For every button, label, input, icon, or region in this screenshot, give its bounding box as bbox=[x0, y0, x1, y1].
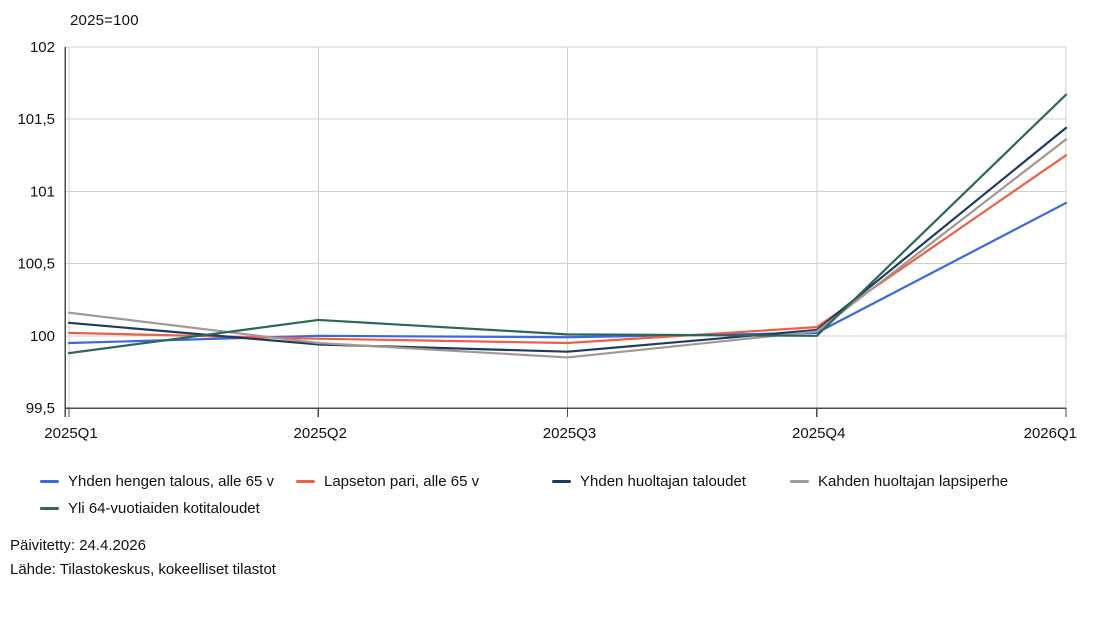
x-tick-label: 2025Q1 bbox=[44, 425, 97, 442]
legend-label: Yli 64-vuotiaiden kotitaloudet bbox=[68, 500, 260, 517]
legend-swatch bbox=[40, 507, 59, 510]
chart-title: 2025=100 bbox=[70, 12, 139, 29]
legend-item-yli-64-vuotiaiden-kotitaloudet[interactable]: Yli 64-vuotiaiden kotitaloudet bbox=[40, 500, 260, 517]
series-line-kahden-huoltajan-lapsiperhe bbox=[67, 138, 1068, 359]
source-text: Lähde: Tilastokeskus, kokeelliset tilast… bbox=[10, 561, 276, 578]
chart-footer: Päivitetty: 24.4.2026 Lähde: Tilastokesk… bbox=[10, 534, 276, 582]
legend-swatch bbox=[552, 480, 571, 483]
x-tick-label: 2026Q1 bbox=[1024, 425, 1077, 442]
x-tick-label: 2025Q2 bbox=[294, 425, 347, 442]
legend-swatch bbox=[296, 480, 315, 483]
series-line-yli-64-vuotiaiden-kotitaloudet bbox=[67, 93, 1068, 355]
legend-item-kahden-huoltajan-lapsiperhe[interactable]: Kahden huoltajan lapsiperhe bbox=[790, 473, 1008, 490]
y-tick-label: 100 bbox=[30, 328, 55, 345]
y-tick-label: 101,5 bbox=[17, 111, 55, 128]
legend-swatch bbox=[40, 480, 59, 483]
legend-item-yhden-hengen-talous[interactable]: Yhden hengen talous, alle 65 v bbox=[40, 473, 274, 490]
series-line-yhden-huoltajan-taloudet bbox=[67, 126, 1068, 353]
legend-swatch bbox=[790, 480, 809, 483]
legend-item-yhden-huoltajan-taloudet[interactable]: Yhden huoltajan taloudet bbox=[552, 473, 746, 490]
legend-label: Kahden huoltajan lapsiperhe bbox=[818, 473, 1009, 490]
y-tick-label: 101 bbox=[30, 183, 55, 200]
x-tick-label: 2025Q3 bbox=[543, 425, 596, 442]
line-chart: 102 101,5 101 100,5 100 99,5 2025Q1 2025Q2 2025Q… bbox=[17, 39, 1077, 442]
x-tick-label: 2025Q4 bbox=[792, 425, 845, 442]
y-tick-label: 102 bbox=[30, 39, 55, 56]
legend-label: Yhden hengen talous, alle 65 v bbox=[68, 473, 274, 490]
legend-item-lapseton-pari[interactable]: Lapseton pari, alle 65 v bbox=[296, 473, 479, 490]
updated-text: Päivitetty: 24.4.2026 bbox=[10, 537, 146, 554]
y-tick-label: 99,5 bbox=[26, 400, 55, 417]
legend-label: Yhden huoltajan taloudet bbox=[580, 473, 746, 490]
legend-label: Lapseton pari, alle 65 v bbox=[324, 473, 480, 490]
y-tick-label: 100,5 bbox=[17, 256, 55, 273]
